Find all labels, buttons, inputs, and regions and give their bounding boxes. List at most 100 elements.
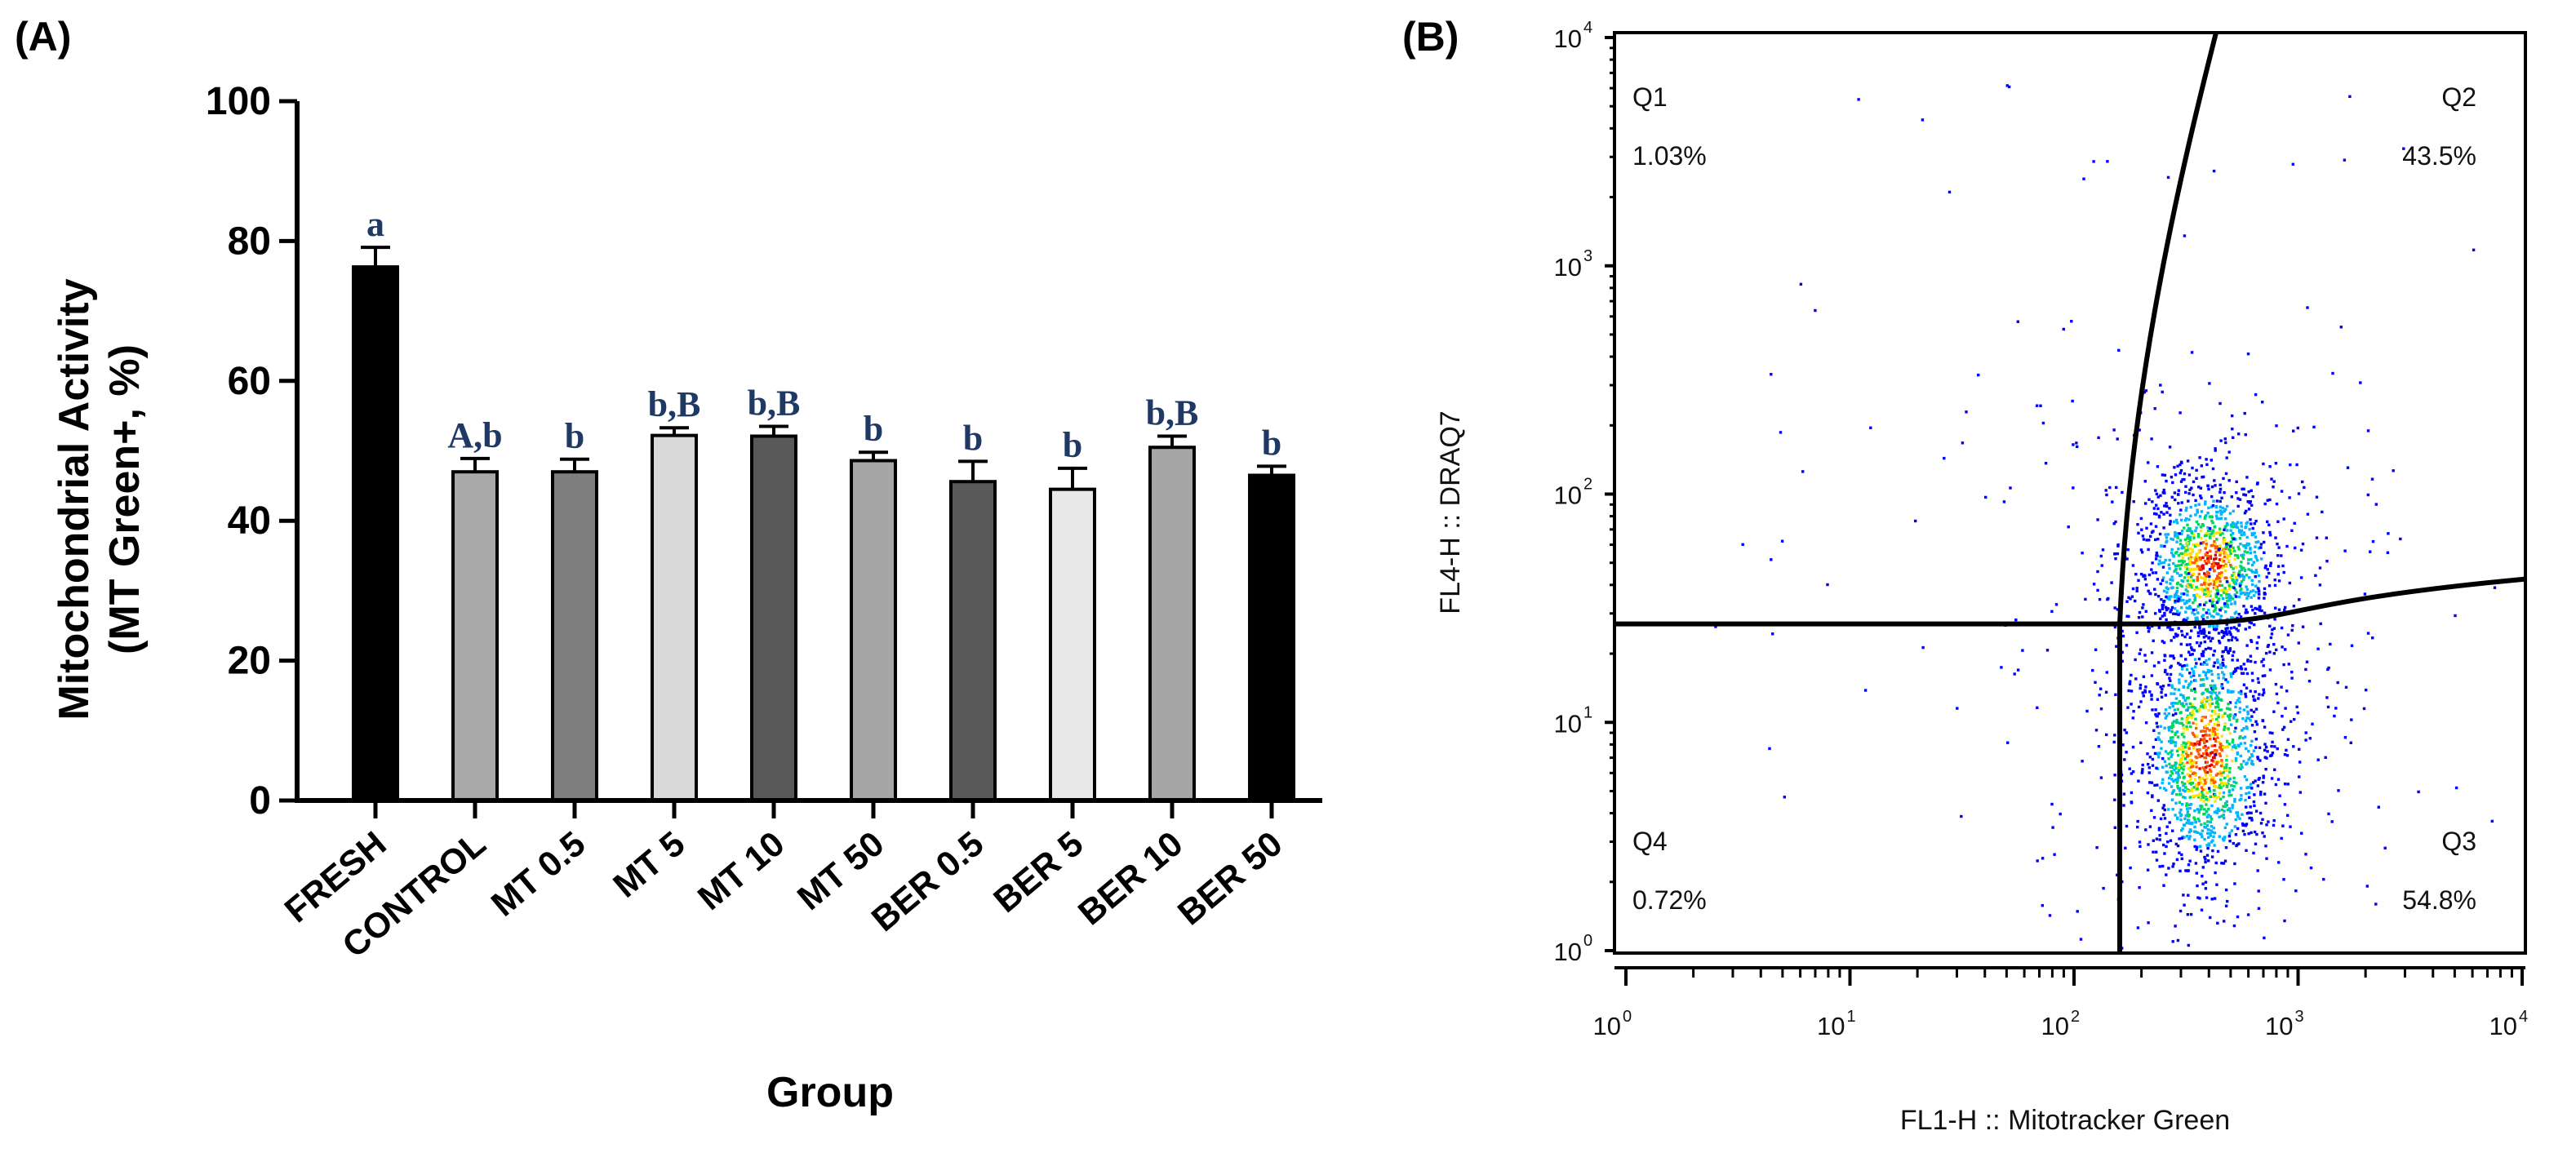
- event-dot: [2218, 752, 2222, 756]
- event-dot: [2223, 555, 2227, 559]
- event-dot: [2156, 736, 2160, 739]
- event-dot: [2212, 169, 2216, 173]
- event-dot: [2196, 535, 2201, 539]
- event-dot: [2170, 627, 2174, 632]
- event-dot: [2245, 551, 2250, 554]
- event-dot: [2192, 557, 2196, 560]
- event-dot: [2171, 586, 2174, 589]
- event-dot: [2261, 818, 2264, 821]
- event-dot: [2228, 544, 2232, 548]
- event-dot: [2205, 601, 2208, 604]
- event-dot: [2188, 796, 2192, 799]
- event-dot: [2174, 612, 2178, 616]
- event-dot: [2192, 649, 2196, 652]
- event-dot: [2187, 863, 2191, 867]
- event-dot: [2188, 653, 2192, 657]
- event-dot: [2201, 615, 2204, 619]
- event-dot: [2212, 499, 2215, 503]
- event-dot: [2210, 566, 2214, 570]
- event-dot: [2232, 784, 2236, 788]
- event-dot: [2252, 694, 2255, 698]
- event-dot: [2194, 830, 2197, 834]
- event-dot: [2283, 753, 2287, 756]
- event-dot: [2234, 756, 2238, 761]
- event-dot: [2205, 463, 2209, 466]
- event-dot: [2282, 517, 2285, 521]
- event-dot: [2201, 704, 2205, 707]
- event-dot: [2195, 477, 2198, 480]
- event-dot: [2220, 862, 2223, 865]
- event-dot: [2152, 507, 2156, 510]
- event-dot: [2245, 716, 2249, 720]
- event-dot: [2202, 746, 2205, 749]
- event-dot: [2282, 878, 2285, 881]
- event-dot: [2178, 837, 2181, 840]
- event-dot: [2161, 756, 2165, 761]
- event-dot: [2176, 707, 2179, 711]
- event-dot: [2128, 680, 2132, 683]
- event-dot: [2242, 663, 2245, 666]
- event-dot: [2203, 703, 2207, 707]
- event-dot: [2184, 786, 2187, 789]
- event-dot: [2228, 707, 2232, 711]
- event-dot: [2216, 666, 2220, 669]
- event-dot: [2232, 586, 2236, 590]
- event-dot: [2205, 676, 2209, 680]
- event-dot: [2126, 706, 2130, 709]
- event-dot: [2181, 544, 2184, 548]
- event-dot: [2288, 581, 2291, 585]
- event-dot: [2165, 788, 2168, 792]
- event-dot: [2233, 601, 2236, 604]
- y-tick-exponent: 0: [1583, 932, 1592, 950]
- event-dot: [2254, 591, 2258, 594]
- event-dot: [2236, 659, 2239, 662]
- event-dot: [2096, 588, 2099, 592]
- event-dot: [2216, 807, 2220, 810]
- event-dot: [1965, 410, 1968, 414]
- event-dot: [2174, 593, 2177, 596]
- event-dot: [2177, 554, 2181, 557]
- event-dot: [2182, 894, 2185, 897]
- event-dot: [2113, 606, 2116, 610]
- event-dot: [2197, 551, 2201, 554]
- event-dot: [2181, 702, 2184, 705]
- event-dot: [2112, 522, 2116, 526]
- event-dot: [2200, 632, 2203, 635]
- significance-label: b: [864, 409, 883, 449]
- event-dot: [2183, 472, 2187, 476]
- event-dot: [2222, 765, 2225, 768]
- event-dot: [2247, 758, 2250, 761]
- event-dot: [2123, 728, 2126, 732]
- event-dot: [2185, 567, 2189, 570]
- event-dot: [2159, 617, 2162, 620]
- event-dot: [2245, 823, 2249, 826]
- event-dot: [2213, 723, 2217, 726]
- event-dot: [2241, 487, 2244, 491]
- event-dot: [2226, 627, 2229, 630]
- event-dot: [2016, 668, 2020, 672]
- event-dot: [2206, 820, 2210, 823]
- event-dot: [2106, 160, 2109, 163]
- event-dot: [2219, 606, 2223, 610]
- event-dot: [2195, 794, 2198, 797]
- event-dot: [2170, 741, 2173, 745]
- event-dot: [2234, 705, 2237, 709]
- event-dot: [2183, 745, 2187, 749]
- event-dot: [2250, 570, 2254, 574]
- event-dot: [2250, 743, 2253, 747]
- event-dot: [2113, 774, 2116, 777]
- event-dot: [2305, 660, 2309, 663]
- event-dot: [2263, 551, 2266, 554]
- event-dot: [2224, 589, 2227, 592]
- event-dot: [2245, 849, 2248, 852]
- event-dot: [2190, 486, 2193, 490]
- event-dot: [2241, 729, 2244, 732]
- event-dot: [2231, 414, 2234, 418]
- event-dot: [2216, 733, 2219, 736]
- event-dot: [2175, 551, 2178, 554]
- event-dot: [2099, 687, 2103, 690]
- event-dot: [2225, 632, 2229, 636]
- event-dot: [2210, 672, 2214, 676]
- event-dot: [2238, 498, 2242, 501]
- event-dot: [2246, 712, 2250, 716]
